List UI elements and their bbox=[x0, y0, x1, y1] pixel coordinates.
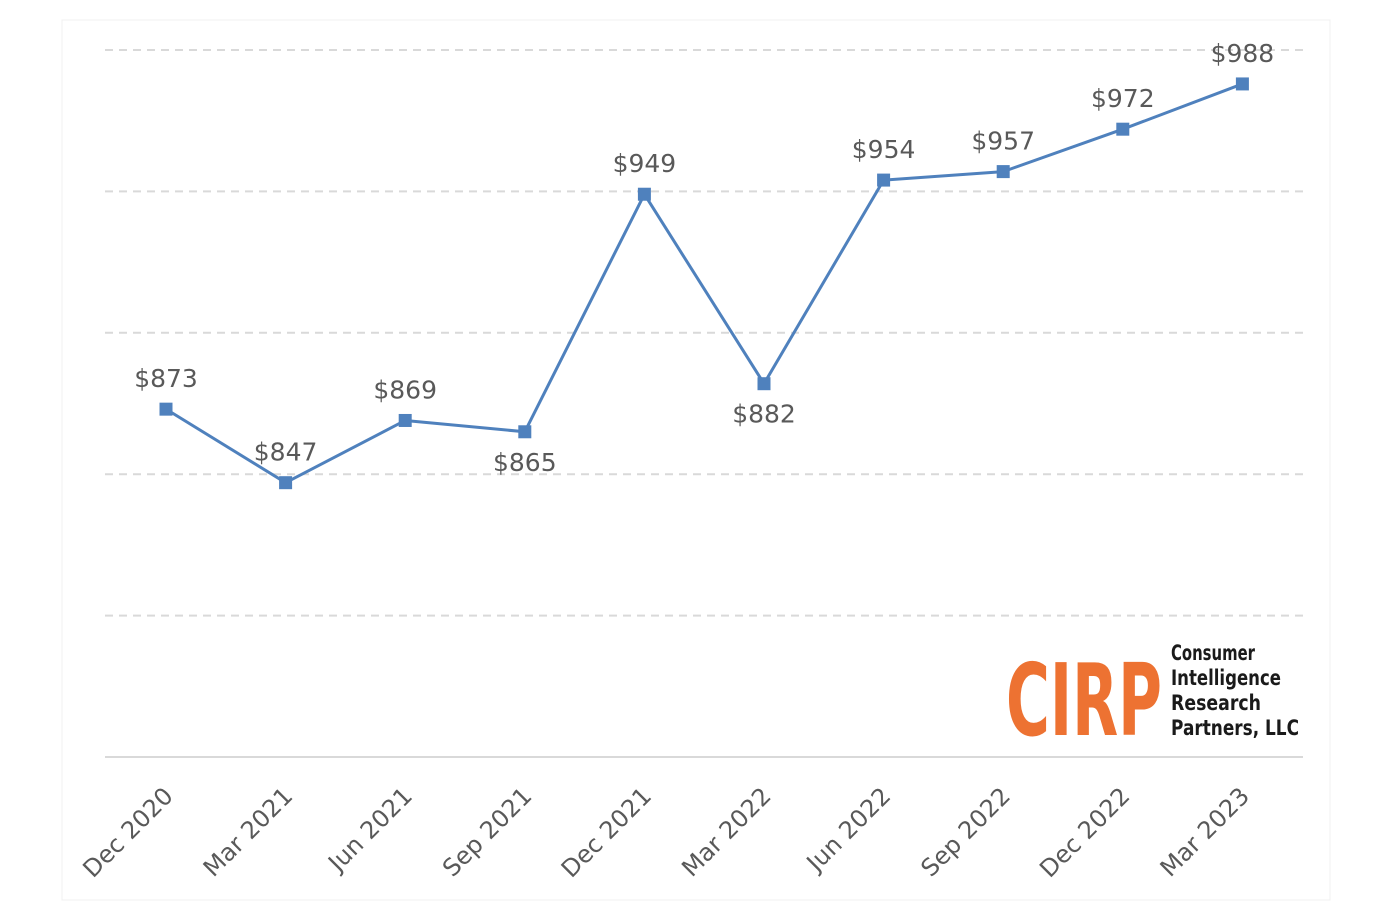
logo-mark-text: CIRP bbox=[1006, 642, 1162, 759]
data-point-mar-2023 bbox=[1235, 77, 1249, 91]
data-label-dec-2021: $949 bbox=[613, 149, 677, 178]
data-point-mar-2022 bbox=[757, 377, 771, 391]
data-point-mar-2021 bbox=[279, 476, 293, 490]
logo-line-consumer: Consumer bbox=[1171, 641, 1255, 665]
data-point-sep-2022 bbox=[996, 165, 1010, 179]
data-point-dec-2020 bbox=[159, 402, 173, 416]
data-label-mar-2023: $988 bbox=[1211, 39, 1275, 68]
series-markers bbox=[159, 77, 1249, 490]
data-label-jun-2021: $869 bbox=[373, 375, 437, 404]
data-point-jun-2021 bbox=[398, 413, 412, 427]
data-label-mar-2022: $882 bbox=[732, 400, 796, 429]
plot-frame bbox=[61, 19, 1331, 901]
data-point-dec-2021 bbox=[637, 187, 651, 201]
data-point-dec-2022 bbox=[1116, 122, 1130, 136]
logo-line-intelligence: Intelligence bbox=[1171, 666, 1281, 690]
data-label-sep-2022: $957 bbox=[971, 127, 1035, 156]
data-label-jun-2022: $954 bbox=[852, 135, 916, 164]
data-labels: $873 $847 $869 $865 $949 $882 $954 $957 $972 $988 bbox=[134, 39, 1274, 477]
series-line bbox=[165, 82, 1243, 485]
data-point-jun-2022 bbox=[877, 173, 891, 187]
logo-line-partners: Partners, LLC bbox=[1171, 716, 1299, 740]
data-label-dec-2020: $873 bbox=[134, 364, 198, 393]
series-polyline bbox=[165, 82, 1243, 485]
logo-line-research: Research bbox=[1171, 691, 1261, 715]
data-label-sep-2021: $865 bbox=[493, 448, 557, 477]
cirp-logo: CIRP Consumer Intelligence Research Part… bbox=[1006, 641, 1299, 759]
data-point-sep-2021 bbox=[518, 425, 532, 439]
data-label-mar-2021: $847 bbox=[254, 438, 318, 467]
data-label-dec-2022: $972 bbox=[1091, 84, 1155, 113]
